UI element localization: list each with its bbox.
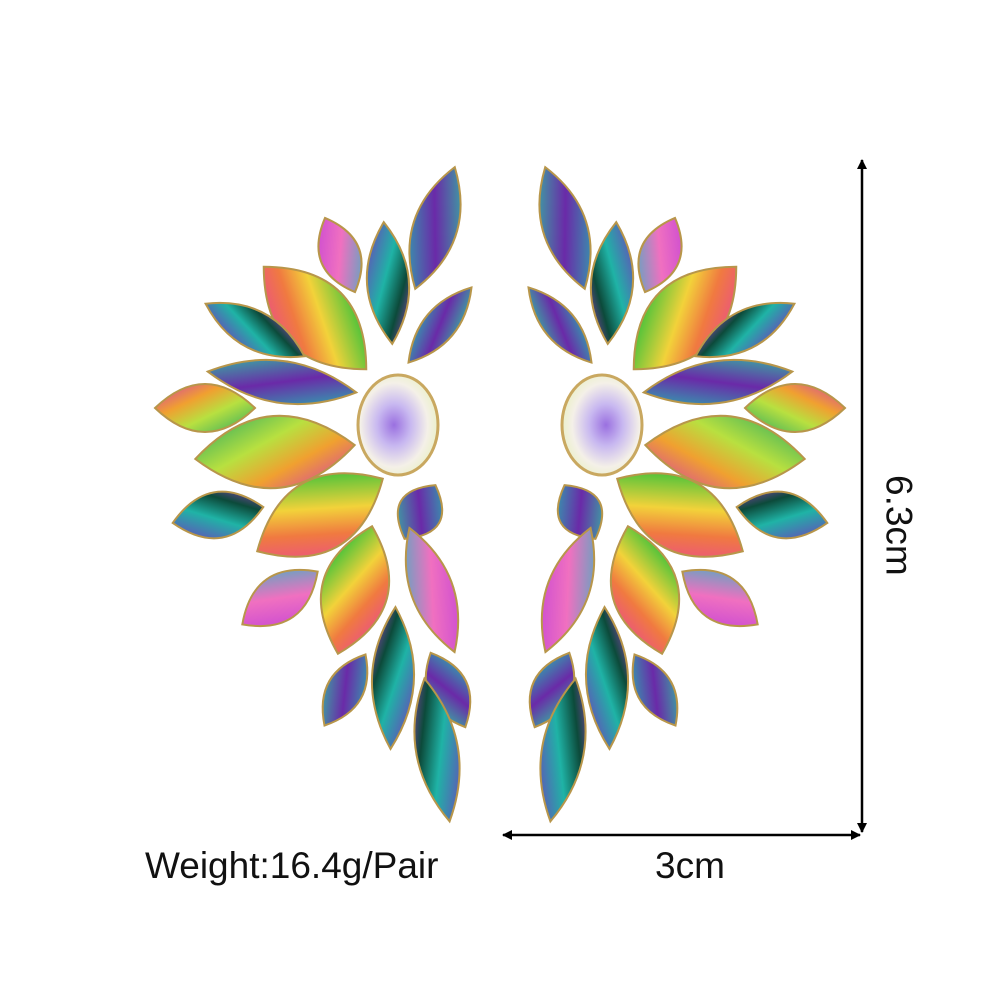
- center-oval-gem: [560, 373, 644, 477]
- center-oval-gem: [356, 373, 440, 477]
- marquise-gem: [584, 605, 630, 751]
- marquise-gem: [153, 383, 257, 433]
- marquise-gem: [556, 484, 604, 540]
- marquise-gem: [527, 286, 593, 364]
- marquise-gem: [641, 358, 795, 406]
- marquise-gem: [203, 301, 307, 359]
- marquise-gem: [396, 484, 444, 540]
- marquise-gem: [321, 653, 369, 727]
- marquise-gem: [743, 383, 847, 433]
- marquise-gem: [365, 220, 411, 346]
- marquise-gem: [538, 165, 592, 291]
- weight-label: Weight:16.4g/Pair: [145, 845, 439, 886]
- marquise-gem: [540, 526, 596, 654]
- marquise-gem: [693, 301, 797, 359]
- marquise-gem: [589, 220, 635, 346]
- marquise-gem: [370, 605, 416, 751]
- marquise-gem: [319, 524, 391, 656]
- marquise-gem: [317, 216, 363, 294]
- marquise-gem: [241, 568, 319, 628]
- height-label: 6.3cm: [878, 475, 920, 576]
- marquise-gem: [539, 676, 587, 824]
- marquise-gem: [735, 490, 829, 540]
- marquise-gem: [643, 414, 807, 490]
- marquise-gem: [205, 358, 359, 406]
- marquise-gem: [255, 472, 385, 558]
- marquise-gem: [193, 414, 357, 490]
- marquise-gem: [681, 568, 759, 628]
- marquise-gem: [404, 526, 460, 654]
- left-earring: [153, 165, 473, 824]
- marquise-gem: [615, 472, 745, 558]
- dimension-lines: [502, 159, 867, 840]
- right-earring: [527, 165, 847, 824]
- marquise-gem: [413, 676, 461, 824]
- marquise-gem: [637, 216, 683, 294]
- width-label: 3cm: [655, 845, 725, 886]
- marquise-gem: [408, 165, 462, 291]
- marquise-gem: [631, 653, 679, 727]
- marquise-gem: [609, 524, 681, 656]
- marquise-gem: [171, 490, 265, 540]
- marquise-gem: [407, 286, 473, 364]
